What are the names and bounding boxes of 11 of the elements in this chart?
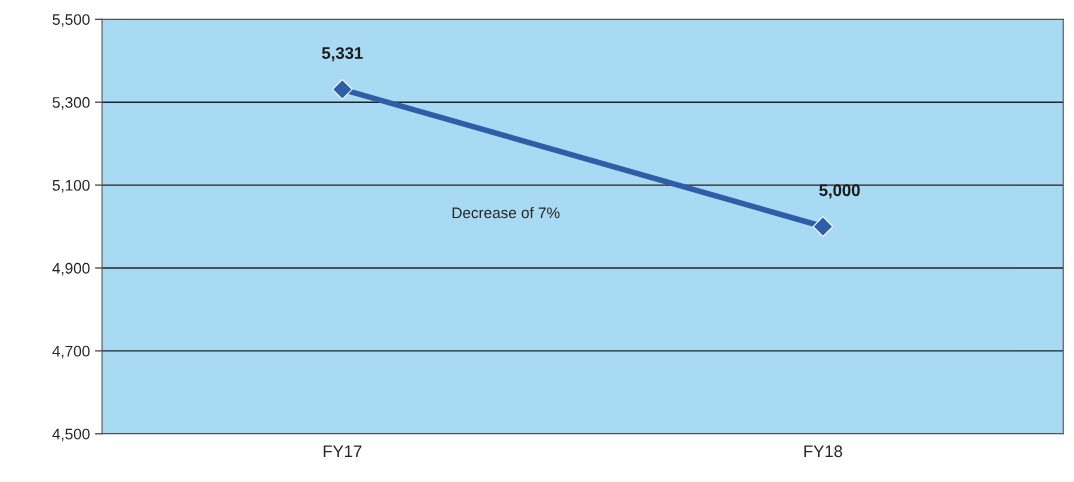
x-tick-label: FY18 (804, 445, 843, 458)
x-tick-label: FY17 (323, 445, 362, 457)
y-tick-label: 4,700 (52, 345, 90, 359)
y-tick-label: 5,300 (52, 97, 90, 110)
data-label: 5,331 (322, 47, 363, 62)
y-tick-label: 5,500 (52, 14, 90, 27)
y-tick-label: 4,900 (52, 262, 90, 276)
data-label: 5,000 (819, 184, 860, 199)
y-tick-label: 4,500 (52, 428, 90, 442)
y-tick-label: 5,100 (52, 179, 90, 193)
annotation: Decrease of 7% (452, 207, 560, 219)
